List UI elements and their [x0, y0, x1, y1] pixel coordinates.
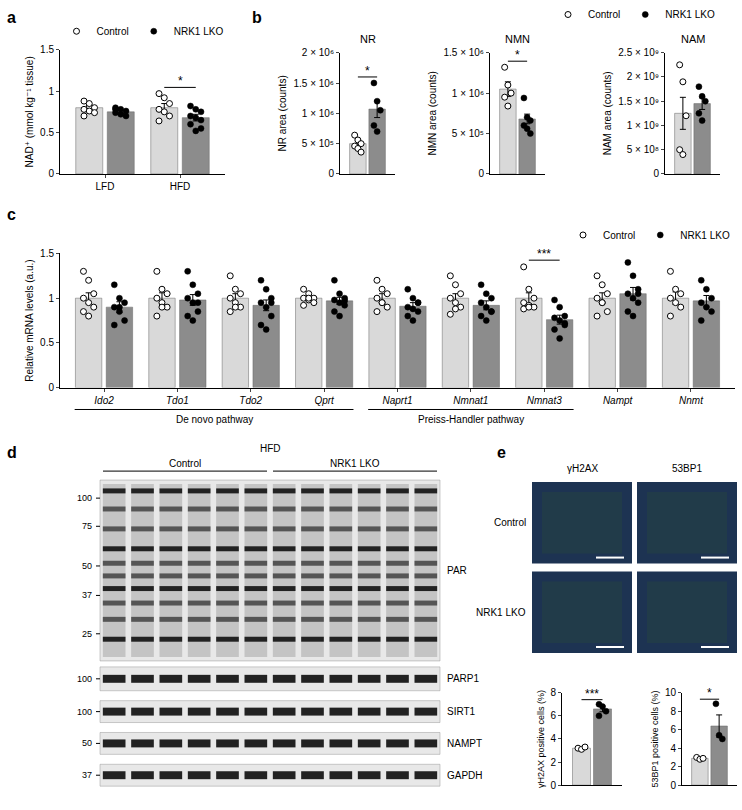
svg-text:Relative mRNA levels (a.u.): Relative mRNA levels (a.u.)	[24, 259, 35, 381]
svg-text:0: 0	[328, 168, 334, 179]
svg-text:0: 0	[48, 382, 54, 393]
svg-text:2: 2	[550, 757, 556, 768]
svg-text:Tdo1: Tdo1	[166, 395, 189, 406]
svg-text:Nmnat1: Nmnat1	[453, 395, 488, 406]
svg-text:0: 0	[550, 780, 556, 791]
svg-text:*: *	[178, 74, 183, 88]
svg-text:100: 100	[77, 674, 92, 684]
svg-text:NAMPT: NAMPT	[447, 738, 482, 749]
svg-text:4: 4	[670, 743, 676, 754]
svg-text:e: e	[497, 444, 506, 461]
svg-text:b: b	[252, 9, 262, 26]
svg-text:2: 2	[670, 761, 676, 772]
svg-text:a: a	[7, 9, 16, 26]
svg-text:NRK1 LKO: NRK1 LKO	[665, 9, 715, 20]
svg-text:Nmnat3: Nmnat3	[527, 395, 562, 406]
svg-text:HFD: HFD	[170, 181, 191, 192]
svg-text:25: 25	[82, 629, 92, 639]
svg-text:8: 8	[670, 706, 676, 717]
svg-text:Nampt: Nampt	[603, 395, 634, 406]
svg-text:Ido2: Ido2	[94, 395, 114, 406]
svg-text:0: 0	[653, 168, 659, 179]
svg-text:2.5 × 10⁹: 2.5 × 10⁹	[618, 47, 659, 58]
svg-text:***: ***	[537, 247, 551, 261]
svg-text:10: 10	[665, 687, 677, 698]
svg-text:1.5: 1.5	[40, 248, 54, 259]
svg-text:1.5: 1.5	[40, 44, 54, 55]
svg-text:Control: Control	[603, 230, 635, 241]
svg-text:0: 0	[48, 168, 54, 179]
svg-text:Qprt: Qprt	[314, 395, 335, 406]
svg-text:5 × 10⁸: 5 × 10⁸	[627, 144, 659, 155]
svg-text:De novo pathway: De novo pathway	[176, 414, 253, 425]
svg-text:***: ***	[585, 687, 599, 701]
svg-text:NRK1 LKO: NRK1 LKO	[476, 607, 526, 618]
svg-text:Control: Control	[588, 9, 620, 20]
svg-text:NMN area (counts): NMN area (counts)	[427, 71, 438, 155]
svg-text:Control: Control	[169, 458, 201, 469]
svg-text:Control: Control	[97, 26, 129, 37]
svg-text:0: 0	[670, 780, 676, 791]
svg-text:5 × 10⁵: 5 × 10⁵	[452, 128, 484, 139]
svg-text:100: 100	[77, 493, 92, 503]
svg-text:6: 6	[550, 710, 556, 721]
svg-text:HFD: HFD	[260, 443, 281, 454]
svg-text:d: d	[7, 444, 17, 461]
svg-text:1: 1	[48, 293, 54, 304]
svg-text:SIRT1: SIRT1	[447, 706, 476, 717]
svg-text:PAR: PAR	[447, 565, 467, 576]
svg-text:NAD⁺ (mmol kg⁻¹ tissue): NAD⁺ (mmol kg⁻¹ tissue)	[24, 56, 35, 167]
svg-text:Tdo2: Tdo2	[239, 395, 262, 406]
svg-text:*: *	[365, 64, 370, 78]
svg-text:Nnmt: Nnmt	[679, 395, 704, 406]
svg-text:GAPDH: GAPDH	[447, 770, 483, 781]
svg-text:*: *	[707, 686, 712, 700]
svg-text:1 × 10⁹: 1 × 10⁹	[627, 120, 659, 131]
svg-text:NRK1 LKO: NRK1 LKO	[680, 230, 730, 241]
svg-text:LFD: LFD	[96, 181, 115, 192]
svg-text:2 × 10⁹: 2 × 10⁹	[627, 71, 659, 82]
svg-text:1 × 10⁶: 1 × 10⁶	[452, 88, 484, 99]
svg-text:6: 6	[670, 724, 676, 735]
svg-text:Naprt1: Naprt1	[382, 395, 412, 406]
svg-text:c: c	[7, 206, 16, 223]
svg-text:8: 8	[550, 687, 556, 698]
svg-text:4: 4	[550, 733, 556, 744]
svg-text:53BP1 positive cells (%): 53BP1 positive cells (%)	[650, 690, 660, 787]
svg-text:NRK1 LKO: NRK1 LKO	[174, 26, 224, 37]
svg-text:5 × 10⁵: 5 × 10⁵	[302, 138, 334, 149]
svg-text:50: 50	[82, 738, 92, 748]
svg-text:75: 75	[82, 521, 92, 531]
svg-text:*: *	[515, 48, 520, 62]
svg-text:NAM: NAM	[681, 33, 705, 45]
svg-text:NR area (counts): NR area (counts)	[277, 75, 288, 151]
svg-text:γH2AX: γH2AX	[567, 463, 598, 474]
svg-text:53BP1: 53BP1	[672, 463, 702, 474]
svg-text:NAM area (counts): NAM area (counts)	[602, 71, 613, 155]
svg-text:PARP1: PARP1	[447, 673, 479, 684]
svg-text:50: 50	[82, 561, 92, 571]
svg-text:1 × 10⁶: 1 × 10⁶	[302, 108, 334, 119]
svg-text:1.5 × 10⁹: 1.5 × 10⁹	[618, 96, 659, 107]
svg-text:0: 0	[478, 168, 484, 179]
svg-text:0.5: 0.5	[40, 127, 54, 138]
svg-text:NMN: NMN	[505, 33, 530, 45]
svg-text:Preiss-Handler pathway: Preiss-Handler pathway	[418, 414, 524, 425]
svg-text:Control: Control	[494, 517, 526, 528]
svg-text:γH2AX positive cells (%): γH2AX positive cells (%)	[536, 690, 546, 788]
svg-text:1: 1	[48, 86, 54, 97]
svg-text:1.5 × 10⁶: 1.5 × 10⁶	[293, 78, 334, 89]
svg-text:NR: NR	[360, 33, 376, 45]
svg-text:37: 37	[82, 770, 92, 780]
svg-text:37: 37	[82, 590, 92, 600]
svg-text:0.5: 0.5	[40, 337, 54, 348]
svg-text:1.5 × 10⁶: 1.5 × 10⁶	[443, 47, 484, 58]
svg-text:100: 100	[77, 707, 92, 717]
svg-text:NRK1 LKO: NRK1 LKO	[330, 458, 380, 469]
svg-text:2 × 10⁶: 2 × 10⁶	[302, 47, 334, 58]
